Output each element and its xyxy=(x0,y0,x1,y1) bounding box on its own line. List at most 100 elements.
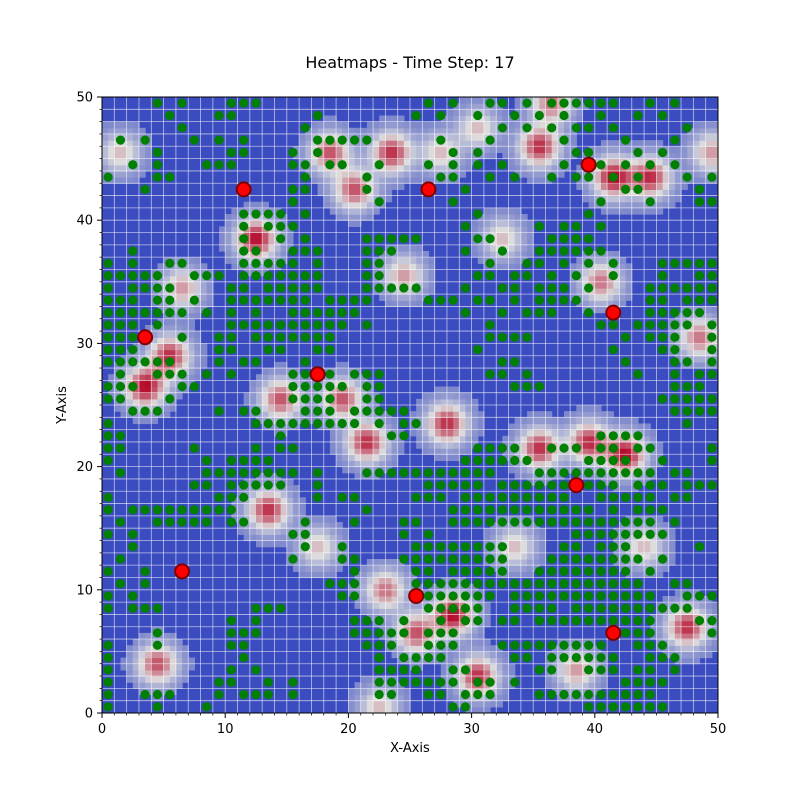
green-marker xyxy=(497,492,507,502)
heatmap-cell xyxy=(465,97,473,104)
heatmap-cell xyxy=(286,485,294,492)
heatmap-cell xyxy=(637,565,645,572)
heatmap-cell xyxy=(564,460,571,468)
heatmap-cell xyxy=(440,429,448,437)
heatmap-cell xyxy=(711,152,718,160)
green-marker xyxy=(670,98,680,108)
heatmap-cell xyxy=(126,398,134,406)
heatmap-cell xyxy=(354,164,362,172)
green-marker xyxy=(497,283,507,293)
heatmap-cell xyxy=(329,189,337,197)
heatmap-cell xyxy=(650,632,657,640)
heatmap-cell xyxy=(453,632,460,640)
green-marker xyxy=(263,418,273,429)
green-marker xyxy=(115,468,126,478)
heatmap-cell xyxy=(631,460,639,468)
heatmap-cell xyxy=(502,688,510,696)
heatmap-cell xyxy=(292,546,300,554)
heatmap-cell xyxy=(336,405,343,412)
heatmap-cell xyxy=(262,534,269,542)
heatmap-cell xyxy=(471,133,479,141)
heatmap-cell xyxy=(656,571,664,579)
heatmap-cell xyxy=(613,189,621,197)
heatmap-cell xyxy=(440,441,448,449)
heatmap-cell xyxy=(613,448,621,455)
green-marker xyxy=(152,505,163,515)
heatmap-cell xyxy=(594,170,602,178)
heatmap-cell xyxy=(416,626,423,634)
heatmap-cell xyxy=(280,503,288,511)
green-marker xyxy=(226,369,236,379)
heatmap-cell xyxy=(329,435,337,443)
heatmap-cell xyxy=(428,405,436,412)
heatmap-cell xyxy=(317,411,325,418)
heatmap-cell xyxy=(496,528,503,535)
heatmap-cell xyxy=(557,676,565,683)
heatmap-cell xyxy=(175,645,183,652)
green-marker xyxy=(584,283,594,293)
green-marker xyxy=(682,308,692,318)
heatmap-cell xyxy=(397,164,405,172)
green-marker xyxy=(300,332,310,342)
green-marker xyxy=(399,517,409,527)
heatmap-cell xyxy=(637,534,645,542)
heatmap-cell xyxy=(422,287,430,295)
heatmap-cell xyxy=(108,127,115,135)
heatmap-cell xyxy=(600,423,608,431)
green-marker xyxy=(103,591,113,601)
heatmap-cell xyxy=(194,337,202,344)
heatmap-cell xyxy=(483,663,491,671)
heatmap-cell xyxy=(403,571,411,579)
heatmap-cell xyxy=(163,645,171,652)
green-marker xyxy=(128,406,138,416)
green-marker xyxy=(448,566,458,576)
heatmap-cell xyxy=(539,140,547,147)
heatmap-cell xyxy=(490,109,497,117)
green-marker xyxy=(374,406,384,416)
heatmap-cell xyxy=(533,528,540,535)
heatmap-cell xyxy=(323,559,331,566)
heatmap-cell xyxy=(188,318,195,326)
heatmap-cell xyxy=(644,435,651,443)
heatmap-cell xyxy=(440,657,448,665)
green-marker xyxy=(522,603,532,613)
heatmap-cell xyxy=(280,226,288,234)
heatmap-cell xyxy=(410,602,417,609)
heatmap-cell xyxy=(422,448,430,455)
heatmap-cell xyxy=(126,152,134,160)
heatmap-cell xyxy=(194,300,202,308)
heatmap-cell xyxy=(366,386,374,394)
heatmap-cell xyxy=(391,645,399,652)
heatmap-cell xyxy=(145,632,152,640)
heatmap-cell xyxy=(576,405,584,412)
heatmap-cell xyxy=(243,201,251,209)
green-marker xyxy=(657,258,668,268)
heatmap-cell xyxy=(379,201,386,209)
heatmap-cell xyxy=(336,392,343,400)
green-marker xyxy=(694,295,705,305)
green-marker xyxy=(510,616,520,626)
green-marker xyxy=(485,172,495,182)
heatmap-cell xyxy=(459,121,467,129)
heatmap-cell xyxy=(551,417,559,425)
heatmap-cell xyxy=(305,571,313,579)
heatmap-cell xyxy=(175,349,183,357)
heatmap-cell xyxy=(600,287,608,295)
heatmap-cell xyxy=(132,133,140,141)
heatmap-cell xyxy=(323,183,331,190)
heatmap-cell xyxy=(644,546,651,554)
heatmap-cell xyxy=(471,632,479,640)
heatmap-cell xyxy=(496,534,503,542)
green-marker xyxy=(522,258,532,268)
heatmap-cell xyxy=(662,565,670,572)
heatmap-cell xyxy=(366,559,374,566)
green-marker xyxy=(657,344,668,355)
green-marker xyxy=(423,554,434,564)
heatmap-cell xyxy=(194,312,202,320)
green-marker xyxy=(226,98,236,108)
heatmap-cell xyxy=(570,140,577,147)
heatmap-cell xyxy=(182,343,189,351)
green-marker xyxy=(226,455,236,466)
green-marker xyxy=(694,406,705,416)
heatmap-cell xyxy=(527,571,534,579)
